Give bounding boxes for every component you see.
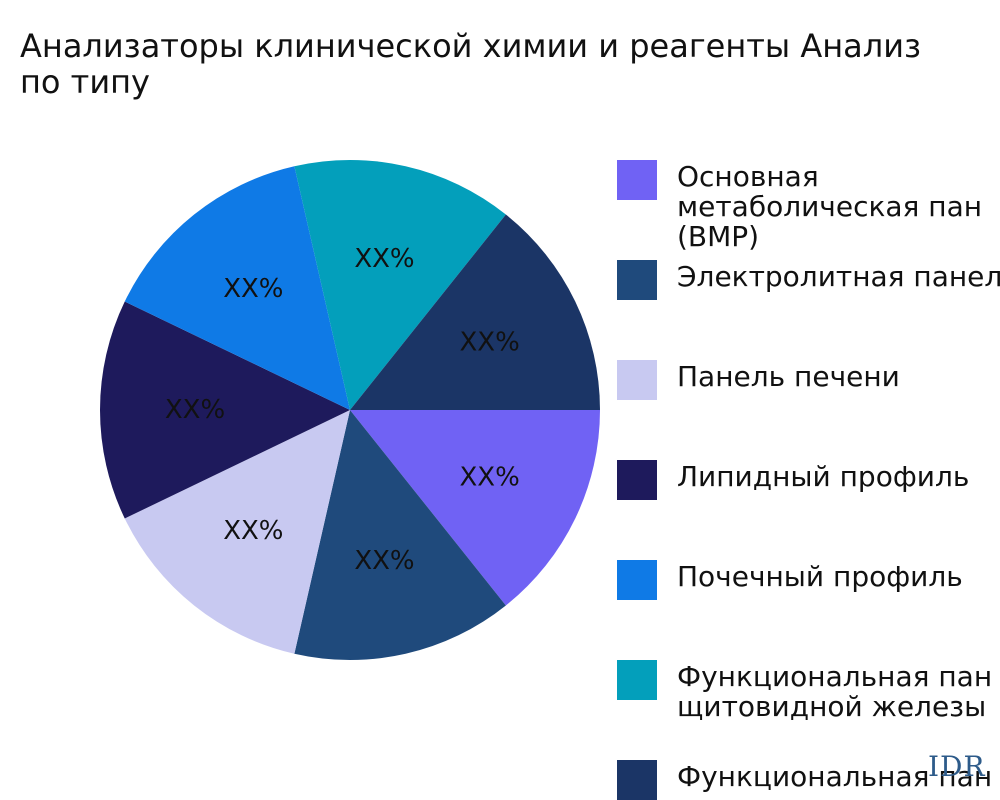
pie-slice-1 <box>350 410 600 606</box>
legend-item-6: Функциональная пан щитовидной железы <box>617 660 1000 722</box>
legend-swatch-6 <box>617 660 657 700</box>
legend-swatch-2 <box>617 260 657 300</box>
pie-slice-5 <box>124 166 350 410</box>
legend-label-line: Электролитная панел <box>677 260 1000 293</box>
legend-label-line: метаболическая пан <box>677 190 983 223</box>
pie-slice-7 <box>350 214 600 410</box>
legend-label-4: Липидный профиль <box>677 462 1000 492</box>
pie-slice-label-7: XX% <box>459 328 519 358</box>
pie-slice-label-4: XX% <box>165 395 225 425</box>
legend-swatch-1 <box>617 160 657 200</box>
legend-label-6: Функциональная пан щитовидной железы <box>677 662 1000 722</box>
pie-slice-label-6: XX% <box>354 244 414 274</box>
legend-label-line: Функциональная пан <box>677 660 993 693</box>
legend-label-line: Функциональная пан <box>677 760 993 793</box>
legend-label-1: Основная метаболическая пан (BMP) <box>677 162 1000 252</box>
legend-swatch-3 <box>617 360 657 400</box>
pie-slice-6 <box>294 159 506 410</box>
legend-swatch-5 <box>617 560 657 600</box>
legend-label-line: Основная <box>677 160 819 193</box>
pie-slice-label-3: XX% <box>223 516 283 546</box>
legend-label-3: Панель печени <box>677 362 1000 392</box>
pie-slice-label-1: XX% <box>459 462 519 492</box>
watermark-logo: IDR <box>928 750 986 783</box>
legend-label-line: Липидный профиль <box>677 460 970 493</box>
legend-label-line: щитовидной железы <box>677 690 987 723</box>
legend-item-7: Функциональная пан <box>617 760 1000 800</box>
legend-label-line: (BMP) <box>677 220 760 253</box>
legend-swatch-7 <box>617 760 657 800</box>
legend-label-2: Электролитная панел <box>677 262 1000 292</box>
pie-slice-4 <box>100 301 350 519</box>
pie-slice-2 <box>294 410 506 661</box>
legend-item-4: Липидный профиль <box>617 460 1000 520</box>
legend-item-3: Панель печени <box>617 360 1000 420</box>
legend-item-2: Электролитная панел <box>617 260 1000 320</box>
legend-swatch-4 <box>617 460 657 500</box>
pie-slice-label-5: XX% <box>223 274 283 304</box>
pie-slice-3 <box>124 410 350 654</box>
legend-label-5: Почечный профиль <box>677 562 1000 592</box>
legend-item-1: Основная метаболическая пан (BMP) <box>617 160 1000 252</box>
chart-title: Анализаторы клинической химии и реагенты… <box>20 28 1000 100</box>
chart-title-line-2: по типу <box>20 63 150 101</box>
legend-label-line: Панель печени <box>677 360 900 393</box>
pie-slice-label-2: XX% <box>354 546 414 576</box>
legend-label-7: Функциональная пан <box>677 762 1000 792</box>
legend-label-line: Почечный профиль <box>677 560 963 593</box>
chart-title-line-1: Анализаторы клинической химии и реагенты… <box>20 27 922 65</box>
legend-item-5: Почечный профиль <box>617 560 1000 620</box>
